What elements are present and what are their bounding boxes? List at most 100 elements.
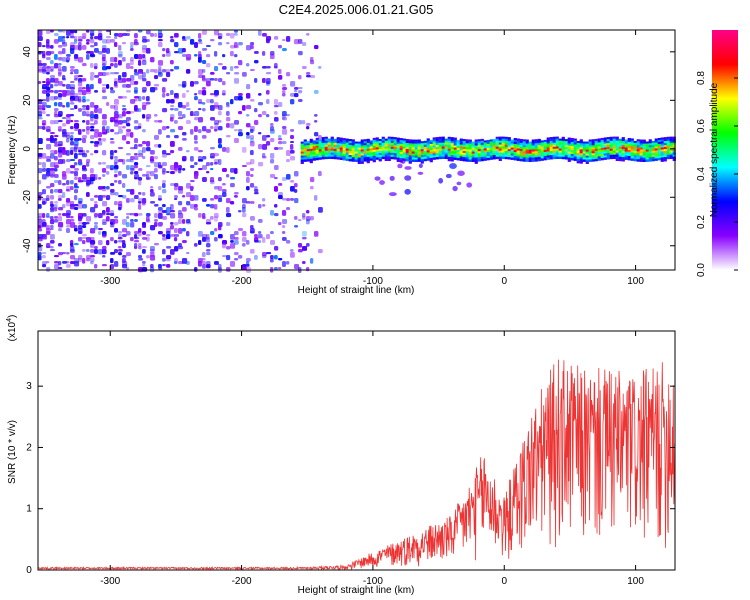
spectrogram-blip — [379, 180, 385, 185]
spectrogram-signal-cell — [369, 142, 373, 145]
spectrogram-noise-cell — [258, 114, 262, 118]
spectrogram-noise-cell — [146, 114, 152, 119]
spectrogram-noise-cell — [202, 90, 207, 96]
spectrogram-signal-cell — [633, 146, 637, 150]
spectrogram-noise-cell — [114, 42, 118, 48]
spectrogram-noise-cell — [302, 237, 307, 240]
spectrogram-signal-cell — [459, 142, 463, 145]
spectrogram-noise-cell — [98, 231, 102, 235]
spectrogram-noise-cell — [266, 99, 270, 104]
spectrogram-noise-cell — [126, 165, 130, 171]
spectrogram-signal-cell — [441, 156, 445, 159]
spectrogram-noise-cell — [142, 129, 146, 133]
spectrogram-noise-cell — [94, 75, 100, 78]
spectrogram-noise-cell — [86, 39, 91, 42]
spectrogram-noise-cell — [134, 162, 139, 166]
spectrogram-noise-cell — [74, 123, 80, 129]
spectrogram-noise-cell — [214, 129, 218, 132]
spectrogram-signal-cell — [372, 143, 376, 147]
spectrogram-signal-cell — [636, 141, 640, 144]
spectrogram-noise-cell — [102, 57, 106, 62]
spectrogram-signal-cell — [636, 155, 640, 158]
spectrogram-signal-cell — [627, 141, 631, 145]
spectrogram-noise-cell — [162, 78, 168, 82]
spectrogram-noise-cell — [218, 159, 222, 165]
spectrogram-signal-cell — [324, 152, 328, 156]
spectrogram-noise-cell — [214, 66, 219, 72]
spectrogram-noise-cell — [262, 255, 267, 259]
spectrogram-x-ticks: -300 -200 -100 0 100 — [100, 30, 644, 287]
spectrogram-signal-cell — [651, 156, 655, 160]
spectrogram-noise-cell — [50, 171, 55, 177]
spectrogram-signal-cell — [345, 146, 349, 149]
spectrogram-noise-cell — [62, 159, 66, 164]
spectrogram-signal-cell — [594, 140, 598, 144]
spectrogram-noise-cell — [266, 39, 270, 44]
spectrogram-noise-cell — [138, 192, 142, 195]
spectrogram-signal-cell — [552, 154, 556, 158]
spectrogram-noise-cell — [42, 153, 47, 159]
spectrogram-noise-cell — [266, 252, 272, 255]
spectrogram-signal-cell — [345, 152, 349, 155]
spectrogram-noise-cell — [50, 132, 55, 135]
spectrogram-signal-cell — [645, 149, 649, 152]
spectrogram-noise-cell — [262, 144, 268, 150]
spectrogram-noise-cell — [262, 156, 267, 159]
spectrogram-noise-cell — [110, 222, 114, 225]
spectrogram-signal-cell — [471, 141, 475, 144]
spectrogram-noise-cell — [258, 231, 262, 235]
spectrogram-noise-cell — [246, 201, 251, 204]
spectrogram-signal-cell — [663, 159, 667, 162]
spectrogram-noise-cell — [90, 117, 94, 122]
spectrogram-noise-cell — [210, 126, 214, 129]
spectrogram-signal-cell — [630, 138, 634, 141]
spectrogram-signal-cell — [330, 150, 334, 154]
spectrogram-noise-cell — [74, 45, 80, 50]
spectrogram-signal-cell — [672, 158, 676, 162]
spectrogram-noise-cell — [274, 246, 279, 251]
spectrogram-noise-cell — [234, 78, 240, 84]
spectrogram-signal-cell — [525, 145, 529, 148]
spectrogram-noise-cell — [130, 66, 134, 69]
spectrogram-noise-cell — [162, 204, 166, 208]
spectrogram-signal-cell — [612, 140, 616, 144]
spectrogram-noise-cell — [230, 66, 234, 72]
spectrogram-noise-cell — [154, 144, 159, 148]
spectrogram-signal-cell — [300, 151, 304, 154]
spectrogram-signal-cell — [366, 156, 370, 160]
spectrogram-noise-cell — [210, 72, 215, 75]
spectrogram-signal-cell — [672, 140, 676, 144]
spectrogram-noise-cell — [234, 195, 238, 198]
spectrogram-noise-cell — [46, 156, 51, 160]
spectrogram-noise-cell — [42, 162, 46, 168]
spectrogram-signal-cell — [453, 137, 457, 140]
spectrogram-signal-cell — [327, 148, 331, 151]
spectrogram-noise-cell — [70, 171, 75, 174]
spectrogram-signal-cell — [402, 148, 406, 151]
spectrogram-signal-cell — [585, 151, 589, 154]
spectrogram-signal-cell — [585, 143, 589, 146]
spectrogram-noise-cell — [114, 162, 118, 166]
spectrogram-signal-cell — [486, 143, 490, 147]
spectrogram-signal-cell — [654, 148, 658, 151]
spectrogram-signal-cell — [300, 149, 304, 152]
spectrogram-noise-cell — [282, 48, 287, 52]
spectrogram-noise-cell — [258, 144, 263, 150]
spectrogram-noise-cell — [170, 90, 174, 95]
spectrogram-signal-cell — [660, 143, 664, 146]
spectrogram-noise-cell — [110, 156, 114, 160]
spectrogram-signal-cell — [339, 141, 343, 144]
spectrogram-signal-cell — [501, 138, 505, 142]
spectrogram-noise-cell — [86, 150, 90, 153]
spectrogram-signal-cell — [300, 159, 304, 162]
spectrogram-noise-cell — [78, 129, 82, 135]
spectrogram-signal-cell — [528, 159, 532, 162]
spectrogram-signal-cell — [600, 151, 604, 155]
spectrogram-signal-cell — [543, 153, 547, 157]
spectrogram-signal-cell — [489, 139, 493, 142]
spectrogram-noise-cell — [146, 147, 151, 152]
spectrogram-frame — [37, 29, 676, 271]
snr-x-tick-label: 100 — [627, 576, 644, 587]
spectrogram-noise-cell — [102, 264, 107, 267]
spectrogram-noise-cell — [270, 255, 274, 259]
